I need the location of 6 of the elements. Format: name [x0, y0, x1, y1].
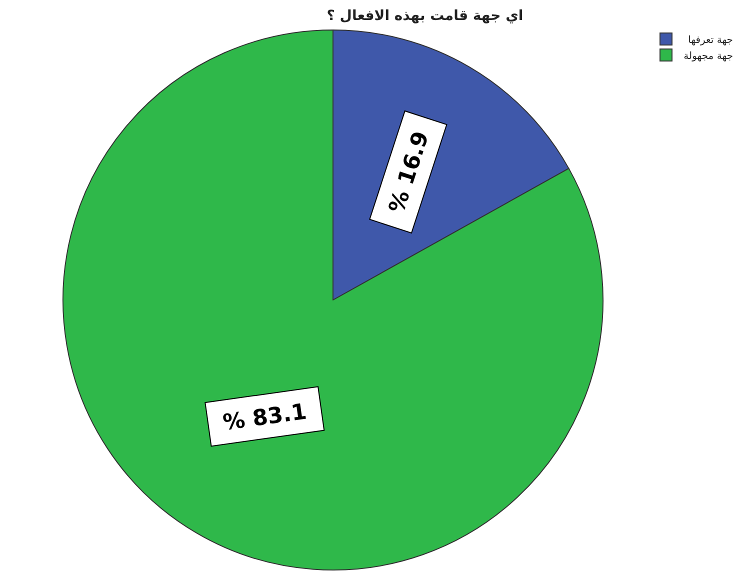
legend-label: جهة مجهولة [684, 51, 733, 62]
data-label: % 16.9 [384, 128, 434, 216]
legend-label: جهة تعرفها [688, 35, 733, 46]
data-label: % 83.1 [222, 400, 308, 436]
pie-slice [62, 30, 604, 570]
chart-title: اي جهة قامت بهذه الافعال ؟ [326, 8, 524, 24]
